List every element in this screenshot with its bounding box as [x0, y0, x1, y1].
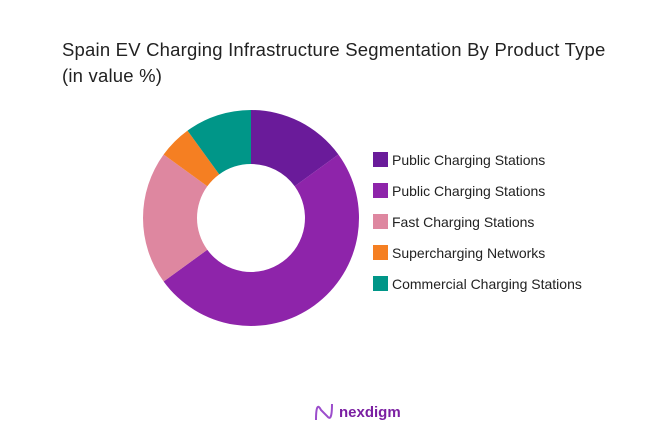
- legend-item: Supercharging Networks: [373, 237, 582, 268]
- legend-label: Fast Charging Stations: [392, 213, 535, 230]
- legend-swatch: [373, 214, 388, 229]
- brand-logo: nexdigm: [313, 402, 401, 422]
- legend-swatch: [373, 152, 388, 167]
- donut-slice: [187, 110, 251, 175]
- legend-swatch: [373, 183, 388, 198]
- donut-slice: [163, 130, 220, 187]
- legend-item: Fast Charging Stations: [373, 206, 582, 237]
- legend-item: Public Charging Stations: [373, 144, 582, 175]
- legend-item: Public Charging Stations: [373, 175, 582, 206]
- legend-label: Public Charging Stations: [392, 151, 546, 168]
- legend: Public Charging Stations Public Charging…: [373, 144, 582, 299]
- brand-name: nexdigm: [339, 403, 401, 421]
- brand-logo-icon: [315, 403, 333, 421]
- legend-label: Public Charging Stations: [392, 182, 546, 199]
- legend-label: Supercharging Networks: [392, 244, 546, 261]
- legend-swatch: [373, 276, 388, 291]
- legend-swatch: [373, 245, 388, 260]
- chart-title: Spain EV Charging Infrastructure Segment…: [62, 39, 606, 86]
- donut-slice: [143, 154, 208, 282]
- legend-label: Commercial Charging Stations: [392, 275, 582, 292]
- donut-slice: [251, 110, 339, 187]
- legend-item: Commercial Charging Stations: [373, 268, 582, 299]
- donut-slice: [163, 154, 359, 326]
